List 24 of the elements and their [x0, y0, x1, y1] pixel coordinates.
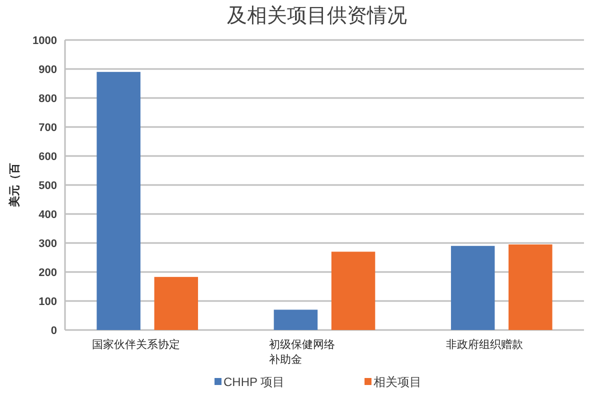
bar	[96, 72, 140, 330]
bar	[450, 246, 495, 330]
y-tick-label: 300	[38, 238, 57, 250]
y-tick-label: 200	[38, 266, 57, 279]
bar	[331, 252, 376, 330]
y-tick-label: 800	[38, 92, 57, 105]
bar	[154, 276, 198, 330]
y-tick-label: 900	[38, 64, 57, 76]
y-tick-label: 100	[38, 296, 57, 308]
x-tick-label: 初级保健网络补助金	[268, 338, 335, 366]
x-tick-label: 国家伙伴关系协定	[92, 338, 180, 351]
chart-title: 及相关项目供资情况	[227, 5, 407, 27]
y-tick-label: 500	[38, 180, 57, 192]
y-tick-label: 600	[38, 150, 57, 163]
y-axis-title: 美元（百	[8, 163, 21, 208]
bar	[508, 244, 552, 330]
bar	[274, 310, 318, 330]
y-tick-label: 1000	[32, 34, 57, 47]
y-tick-label: 700	[38, 122, 57, 134]
y-tick-label: 400	[38, 208, 57, 221]
x-tick-label: 非政府组织赠款	[446, 338, 524, 351]
y-tick-label: 0	[50, 324, 57, 337]
legend-label: 相关项目	[374, 375, 422, 389]
legend-label: CHHP 项目	[224, 375, 285, 389]
